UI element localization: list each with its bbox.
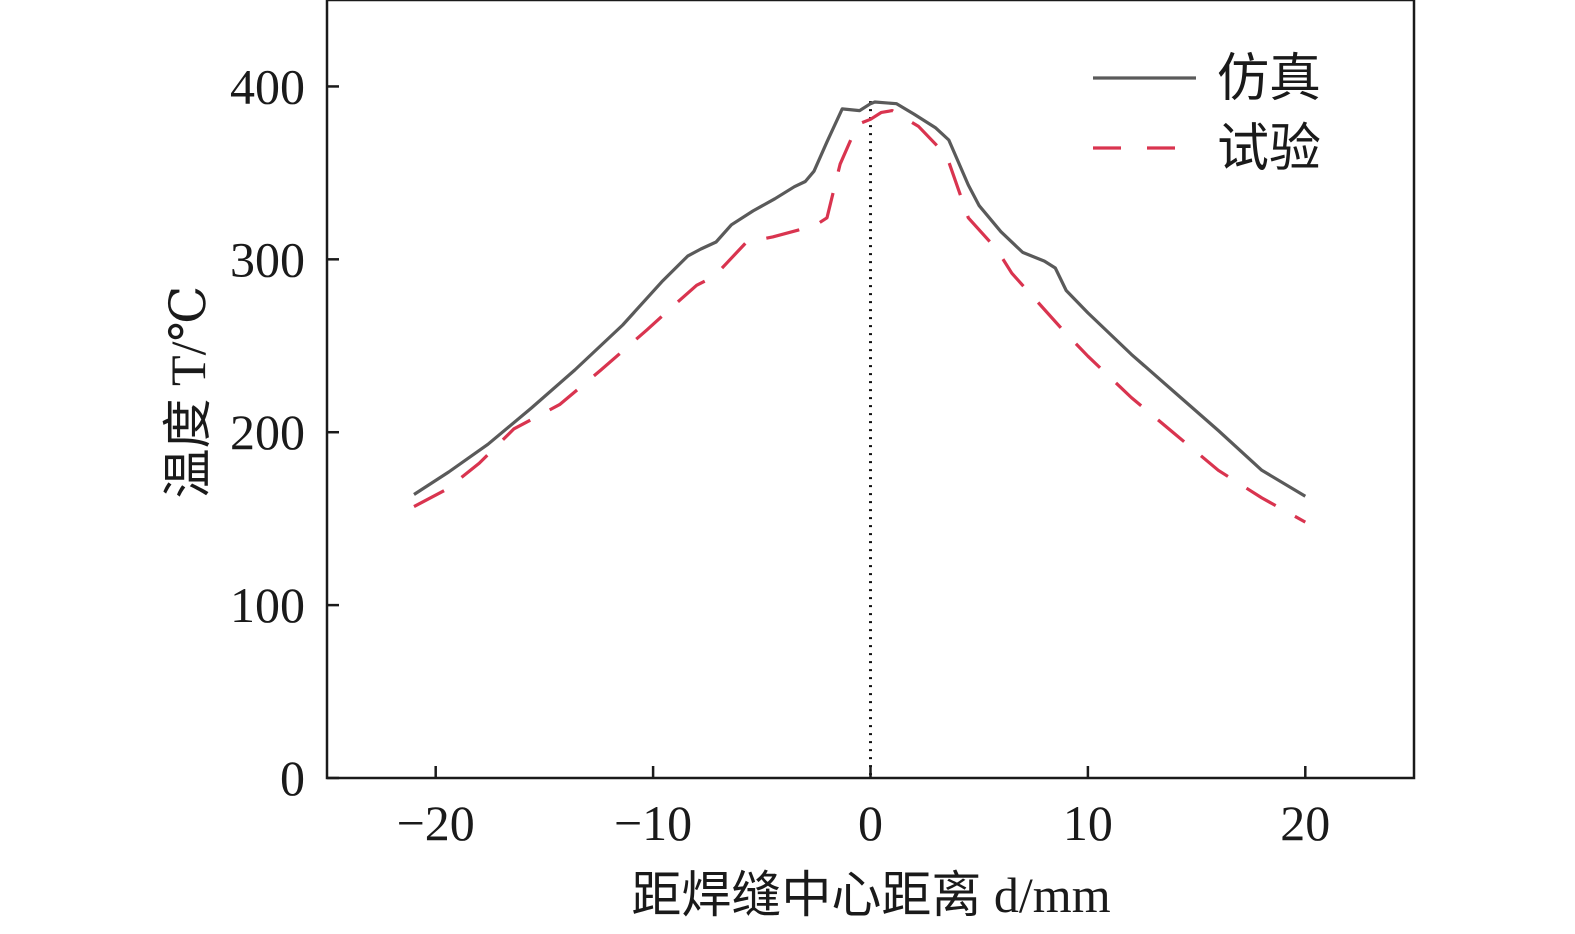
y-tick-label: 400 bbox=[230, 58, 305, 114]
x-tick-label: −10 bbox=[614, 795, 692, 851]
y-tick-label: 0 bbox=[280, 750, 305, 806]
x-axis-label: 距焊缝中心距离 d/mm bbox=[631, 867, 1110, 923]
x-tick-label: 0 bbox=[858, 795, 883, 851]
plot-area bbox=[413, 100, 1307, 778]
legend-label-1: 仿真 bbox=[1217, 51, 1321, 108]
x-tick-label: −20 bbox=[397, 795, 475, 851]
x-tick-label: 20 bbox=[1280, 795, 1330, 851]
y-tick-label: 100 bbox=[230, 577, 305, 633]
series-line-2 bbox=[413, 108, 1307, 524]
y-tick-label: 200 bbox=[230, 404, 305, 460]
y-axis-label: 温度 T/℃ bbox=[160, 286, 216, 499]
legend-label-2: 试验 bbox=[1217, 121, 1321, 178]
x-tick-label: 10 bbox=[1063, 795, 1113, 851]
series-line-1 bbox=[413, 100, 1307, 498]
y-tick-label: 300 bbox=[230, 231, 305, 287]
